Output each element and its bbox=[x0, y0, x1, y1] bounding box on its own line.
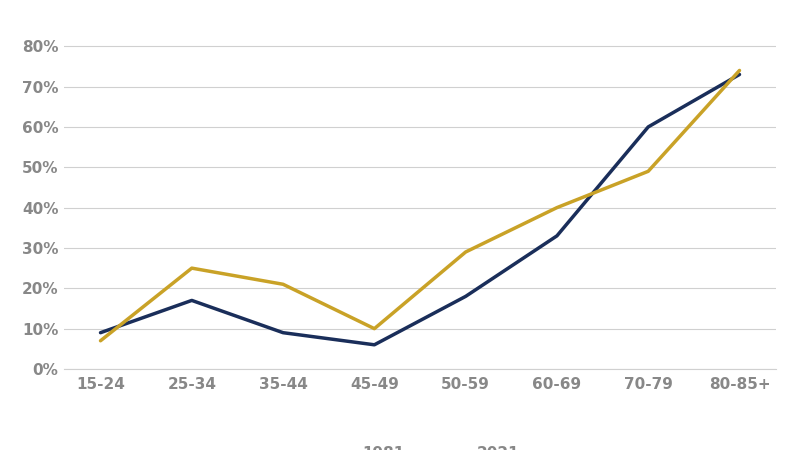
1981 bbox=[370, 342, 379, 347]
Line: 1981: 1981 bbox=[101, 75, 739, 345]
2021 bbox=[461, 249, 470, 255]
2021 bbox=[643, 169, 653, 174]
1981 bbox=[96, 330, 106, 335]
1981 bbox=[552, 233, 562, 238]
1981 bbox=[461, 294, 470, 299]
Line: 2021: 2021 bbox=[101, 71, 739, 341]
2021 bbox=[552, 205, 562, 210]
2021 bbox=[278, 282, 288, 287]
1981 bbox=[643, 124, 653, 130]
1981 bbox=[734, 72, 744, 77]
2021 bbox=[370, 326, 379, 331]
1981 bbox=[278, 330, 288, 335]
1981 bbox=[187, 298, 197, 303]
2021 bbox=[734, 68, 744, 73]
2021 bbox=[96, 338, 106, 343]
2021 bbox=[187, 266, 197, 271]
Legend: 1981, 2021: 1981, 2021 bbox=[315, 440, 525, 450]
